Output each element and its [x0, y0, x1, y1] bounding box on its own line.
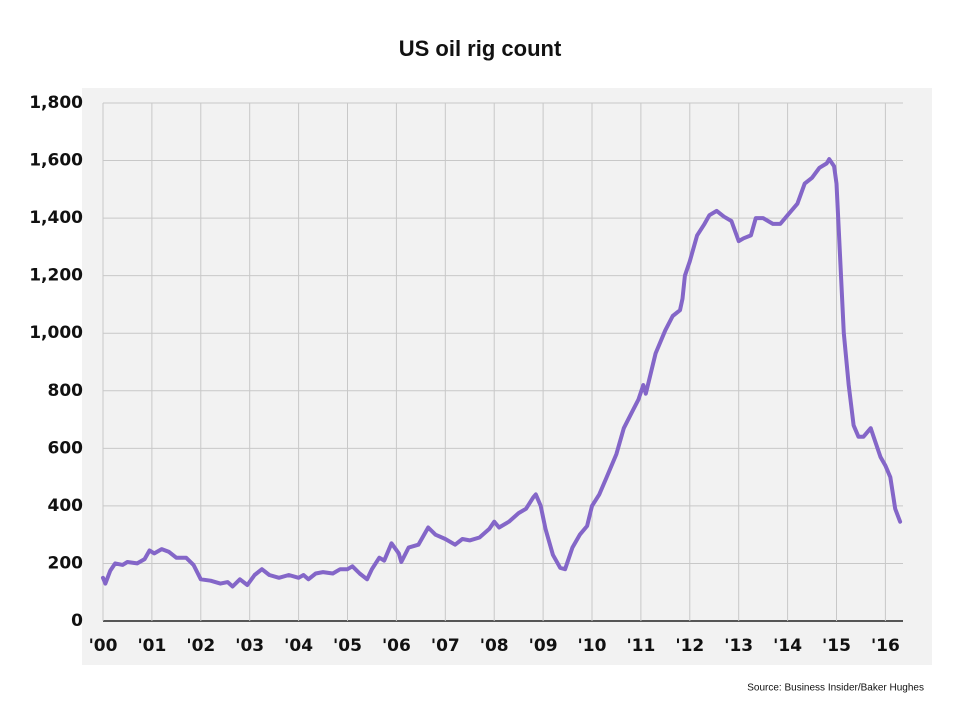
x-tick-label: '03: [235, 636, 264, 656]
x-tick-label: '08: [480, 636, 509, 656]
y-tick-label: 200: [48, 553, 84, 573]
x-tick-label: '16: [871, 636, 900, 656]
x-tick-label: '02: [186, 636, 215, 656]
y-tick-label: 0: [71, 611, 83, 631]
chart-title: US oil rig count: [399, 36, 562, 61]
y-tick-label: 1,000: [29, 323, 83, 343]
y-tick-label: 400: [48, 496, 84, 516]
source: Source: Business Insider/Baker Hughes: [747, 683, 924, 694]
x-tick-label: '12: [675, 636, 704, 656]
y-tick-label: 800: [48, 381, 84, 401]
plot-background: [82, 88, 932, 665]
x-tick-label: '04: [284, 636, 313, 656]
x-tick-label: '00: [89, 636, 118, 656]
x-tick-label: '13: [724, 636, 753, 656]
y-tick-label: 1,600: [29, 151, 83, 171]
y-tick-label: 1,200: [29, 266, 83, 286]
x-tick-label: '11: [626, 636, 655, 656]
y-tick-label: 600: [48, 438, 84, 458]
x-tick-label: '10: [578, 636, 607, 656]
y-tick-label: 1,400: [29, 208, 83, 228]
x-tick-label: '14: [773, 636, 802, 656]
x-tick-label: '07: [431, 636, 460, 656]
x-tick-label: '06: [382, 636, 411, 656]
y-tick-label: 1,800: [29, 93, 83, 113]
x-tick-label: '15: [822, 636, 851, 656]
line: [101, 157, 903, 589]
x-tick-label: '05: [333, 636, 362, 656]
x-tick-label: '01: [137, 636, 166, 656]
x-tick-label: '09: [529, 636, 558, 656]
